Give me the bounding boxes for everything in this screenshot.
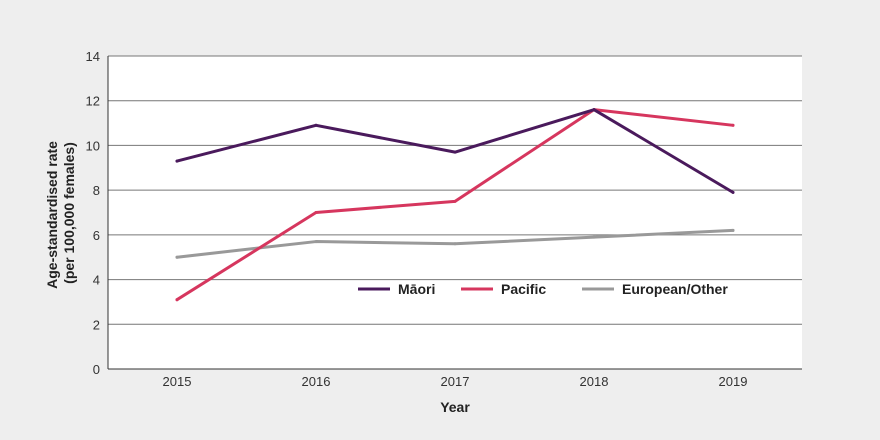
y-tick-label: 14	[86, 49, 100, 64]
data-point	[314, 211, 318, 214]
plot-area	[108, 56, 802, 369]
x-axis-ticks: 2015 2016 2017 2018 2019	[163, 374, 748, 389]
y-tick-label: 4	[93, 273, 100, 288]
data-point	[175, 159, 179, 163]
data-point	[592, 108, 596, 112]
legend-label: European/Other	[622, 281, 728, 297]
x-tick-label: 2018	[580, 374, 609, 389]
y-axis-title: Age-standardised rate (per 100,000 femal…	[44, 137, 77, 289]
y-axis-title-line1: Age-standardised rate	[44, 141, 60, 289]
y-axis-ticks: 0 2 4 6 8 10 12 14	[86, 49, 100, 377]
data-point	[453, 242, 457, 246]
data-point	[592, 235, 596, 239]
y-axis-title-line2: (per 100,000 females)	[61, 142, 77, 284]
data-point	[175, 255, 179, 259]
data-point	[453, 150, 457, 154]
data-point	[731, 123, 735, 127]
series-lines	[175, 108, 735, 302]
data-point	[731, 228, 735, 232]
gridlines	[108, 55, 802, 325]
data-point	[314, 240, 318, 244]
y-tick-label: 12	[86, 94, 100, 109]
x-tick-label: 2015	[163, 374, 192, 389]
y-tick-label: 8	[93, 183, 100, 198]
y-tick-label: 2	[93, 317, 100, 332]
y-tick-label: 10	[86, 138, 100, 153]
data-point	[731, 190, 735, 194]
x-axis-title: Year	[440, 399, 470, 415]
x-tick-label: 2019	[719, 374, 748, 389]
data-point	[314, 123, 318, 127]
y-tick-label: 0	[93, 362, 100, 377]
x-tick-label: 2017	[441, 374, 470, 389]
x-tick-label: 2016	[302, 374, 331, 389]
legend: Māori Pacific European/Other	[358, 281, 728, 297]
legend-label: Pacific	[501, 281, 546, 297]
y-tick-label: 6	[93, 228, 100, 243]
data-point	[175, 298, 179, 302]
legend-label: Māori	[398, 281, 435, 297]
data-point	[453, 199, 457, 203]
